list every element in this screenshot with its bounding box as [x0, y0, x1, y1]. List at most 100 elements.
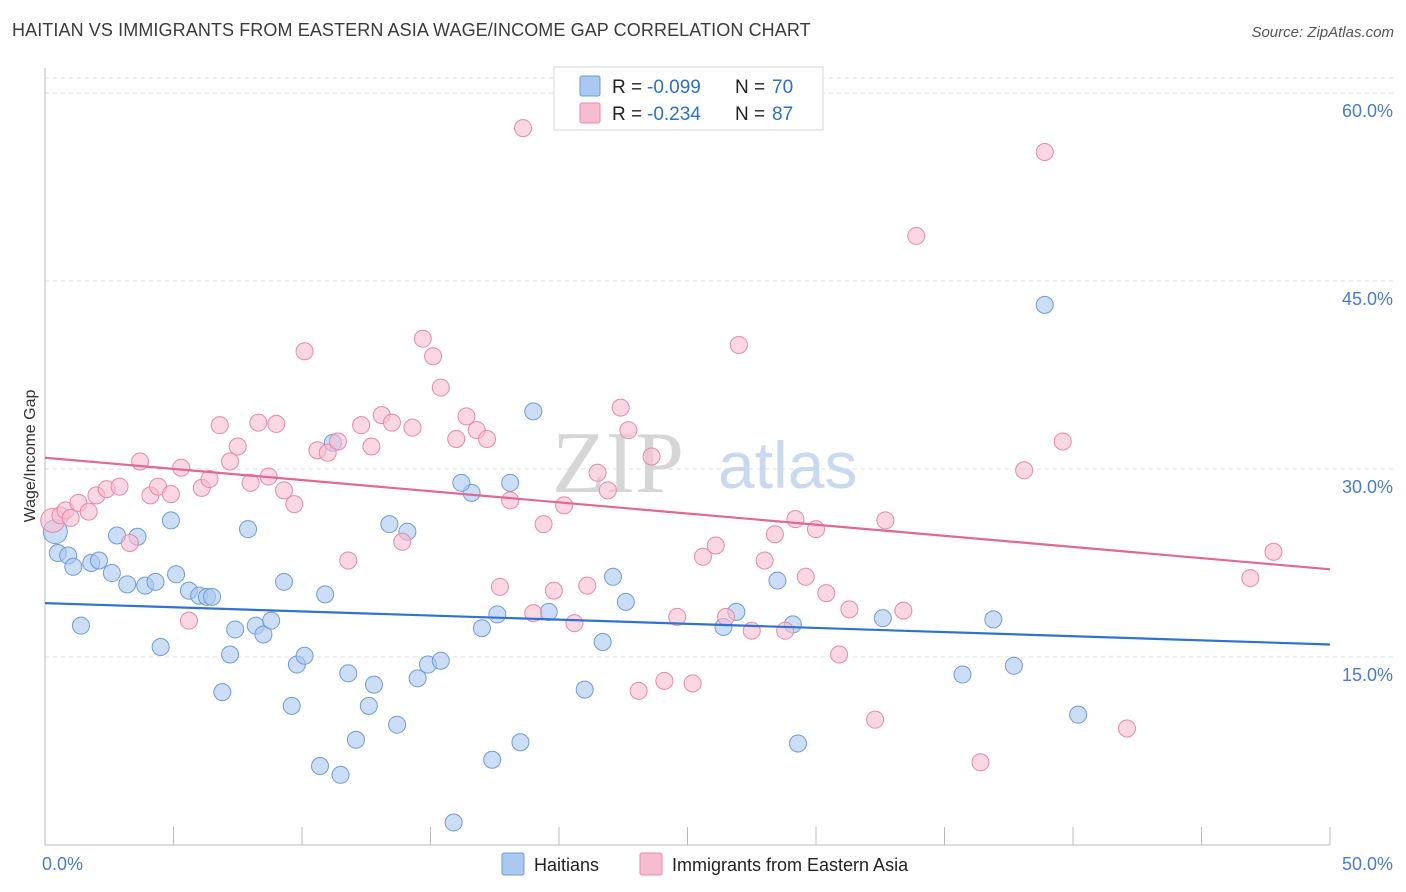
- asia-point: [817, 584, 836, 603]
- asia-point: [431, 378, 450, 397]
- haitians-point: [1035, 295, 1054, 314]
- legend-r-value-2: -0.234: [647, 104, 701, 125]
- haitians-point: [789, 734, 808, 753]
- haitians-point: [539, 602, 558, 621]
- asia-point: [1117, 719, 1136, 738]
- bottom-legend-swatch-haitians: [501, 852, 525, 876]
- asia-point: [457, 407, 476, 426]
- haitians-point: [616, 592, 635, 611]
- haitians-point: [221, 645, 240, 664]
- legend-r-label-2: R =: [612, 104, 642, 125]
- haitians-point: [380, 515, 399, 534]
- haitians-point: [339, 664, 358, 683]
- haitians-point: [501, 473, 520, 492]
- asia-point: [534, 515, 553, 534]
- asia-point: [578, 576, 597, 595]
- asia-point: [544, 581, 563, 600]
- asia-point: [447, 429, 466, 448]
- legend-swatch-haitians: [579, 75, 601, 97]
- asia-point: [693, 547, 712, 566]
- y-tick-label: 30.0%: [1342, 477, 1393, 497]
- haitians-point: [575, 680, 594, 699]
- bottom-legend-asia: Immigrants from Eastern Asia: [672, 855, 909, 875]
- asia-point: [866, 710, 885, 729]
- asia-point: [629, 681, 648, 700]
- haitians-point: [873, 609, 892, 628]
- legend-r-label-1: R =: [612, 77, 642, 98]
- haitians-point: [953, 665, 972, 684]
- asia-point: [894, 601, 913, 620]
- haitians-point: [282, 696, 301, 715]
- haitians-point: [593, 632, 612, 651]
- asia-point: [172, 458, 191, 477]
- asia-point: [110, 477, 129, 496]
- asia-point: [655, 671, 674, 690]
- haitians-point: [102, 564, 121, 583]
- asia-trend-line: [44, 456, 1331, 571]
- haitians-point: [524, 402, 543, 421]
- asia-point: [611, 398, 630, 417]
- asia-point: [514, 119, 533, 138]
- asia-point: [876, 511, 895, 530]
- haitians-point: [331, 765, 350, 784]
- asia-point: [668, 607, 687, 626]
- haitians-point: [346, 730, 365, 749]
- trend-layer: [44, 456, 1331, 646]
- asia-point: [501, 491, 520, 510]
- haitians-point: [431, 651, 450, 670]
- y-tick-label: 15.0%: [1342, 665, 1393, 685]
- asia-point: [403, 418, 422, 437]
- asia-point: [683, 674, 702, 693]
- watermark-atlas: atlas: [718, 428, 857, 502]
- top-legend: R = -0.099 N = 70 R = -0.234 N = 87: [553, 66, 824, 131]
- asia-point: [393, 532, 412, 551]
- legend-n-value-1: 70: [772, 77, 793, 98]
- haitians-point: [511, 733, 530, 752]
- haitians-point: [71, 616, 90, 635]
- asia-point: [555, 496, 574, 515]
- asia-point: [382, 413, 401, 432]
- asia-point: [79, 502, 98, 521]
- legend-n-label-1: N =: [735, 77, 765, 98]
- asia-point: [776, 621, 795, 640]
- asia-point: [706, 536, 725, 555]
- haitians-point: [768, 571, 787, 590]
- asia-point: [1053, 432, 1072, 451]
- asia-point: [61, 508, 80, 527]
- watermark-zip: ZIP: [552, 415, 684, 512]
- haitians-point: [254, 625, 273, 644]
- asia-point: [840, 600, 859, 619]
- haitians-point: [984, 610, 1003, 629]
- asia-point: [161, 485, 180, 504]
- asia-point: [729, 335, 748, 354]
- asia-point: [786, 510, 805, 529]
- haitians-point: [262, 611, 281, 630]
- haitians-point: [203, 587, 222, 606]
- asia-point: [275, 481, 294, 500]
- haitians-point: [310, 757, 329, 776]
- y-tick-label: 60.0%: [1342, 101, 1393, 121]
- asia-point: [796, 567, 815, 586]
- haitians-point: [151, 637, 170, 656]
- asia-point: [285, 495, 304, 514]
- asia-point: [971, 753, 990, 772]
- asia-point: [642, 447, 661, 466]
- y-tick-label: 45.0%: [1342, 289, 1393, 309]
- bottom-legend-swatch-asia: [639, 852, 663, 876]
- haitians-trend-line: [44, 602, 1331, 646]
- asia-point: [352, 416, 371, 435]
- legend-n-value-2: 87: [772, 104, 793, 125]
- haitians-point: [603, 567, 622, 586]
- asia-point: [228, 437, 247, 456]
- asia-point: [907, 226, 926, 245]
- haitians-point: [472, 619, 491, 638]
- chart-title: HAITIAN VS IMMIGRANTS FROM EASTERN ASIA …: [12, 20, 811, 40]
- haitians-point: [316, 585, 335, 604]
- haitians-point: [239, 520, 258, 539]
- haitians-point: [161, 511, 180, 530]
- x-tick-label: 50.0%: [1342, 854, 1393, 874]
- legend-r-value-1: -0.099: [647, 77, 701, 98]
- asia-point: [755, 551, 774, 570]
- haitians-point: [213, 683, 232, 702]
